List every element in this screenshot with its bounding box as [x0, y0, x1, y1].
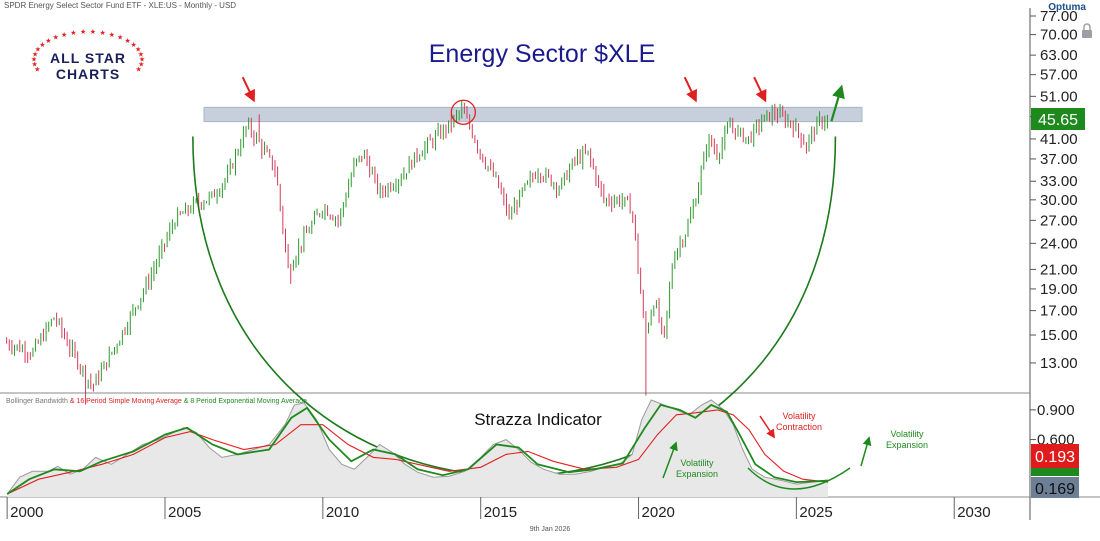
last-price-label: 45.65 — [1038, 112, 1078, 129]
footer-date: 9th Jan 2026 — [529, 526, 571, 533]
annotation-contraction: Volatility Contraction — [759, 411, 822, 439]
price-tick-label: 19.00 — [1040, 281, 1078, 298]
bandwidth-last-label: 0.193 — [1035, 449, 1075, 466]
logo-star: ★ — [31, 56, 37, 64]
price-tick-label: 13.00 — [1040, 355, 1078, 372]
indicator-tick-label: 0.900 — [1037, 402, 1075, 419]
annotation-expansion-left: Volatility Expansion — [662, 441, 718, 479]
price-tick-label: 24.00 — [1040, 235, 1078, 252]
sell-arrow — [753, 76, 767, 103]
legend-sma: & 16 Period Simple Moving Average — [68, 398, 182, 405]
time-axis: 2000 2005 2010 2015 2020 2025 2030 — [6, 497, 991, 521]
bandwidth-area — [7, 400, 829, 497]
logo-star: ★ — [53, 34, 59, 42]
resistance-arrows — [241, 76, 767, 103]
time-tick-label: 2010 — [326, 504, 359, 521]
price-tick-label: 57.00 — [1040, 67, 1078, 84]
price-tick-label: 33.00 — [1040, 173, 1078, 190]
logo-star: ★ — [39, 41, 45, 49]
time-tick-label: 2020 — [642, 504, 675, 521]
sell-arrow — [683, 76, 697, 103]
logo-star: ★ — [99, 29, 105, 37]
indicator-legend: Bollinger Bandwidth & 16 Period Simple M… — [6, 398, 307, 405]
logo-star-ring: ★★★★★★★ ★ ★ ★ ★ ★ ★ ★ ★ ★★★★★★★ — [31, 28, 145, 74]
price-tick-label: 21.00 — [1040, 261, 1078, 278]
allstarcharts-logo: ★★★★★★★ ★ ★ ★ ★ ★ ★ ★ ★ ★★★★★★★ ALL STAR CHARTS — [31, 28, 145, 82]
time-tick-label: 2000 — [10, 504, 43, 521]
price-tick-label: 63.00 — [1040, 47, 1078, 64]
logo-text-line1: ALL STAR — [50, 50, 126, 66]
logo-star: ★ — [109, 31, 115, 39]
indicator-title: Strazza Indicator — [474, 410, 602, 429]
sell-arrow — [241, 76, 255, 103]
logo-text-line2: CHARTS — [56, 66, 120, 82]
resistance-zone — [203, 106, 863, 123]
breakout-arrow — [830, 84, 845, 122]
price-candles — [6, 100, 828, 405]
top-circle — [450, 99, 476, 125]
logo-star: ★ — [130, 41, 136, 49]
bandwidth-last-badge — [1031, 444, 1079, 468]
ema-last-marker — [1031, 468, 1079, 476]
time-tick-label: 2025 — [799, 504, 832, 521]
time-tick-label: 2005 — [168, 504, 201, 521]
price-tick-label: 17.00 — [1040, 303, 1078, 320]
logo-star: ★ — [138, 51, 144, 59]
annotation-expansion-right: Volatility Expansion — [747, 429, 928, 490]
sma-last-label: 0.169 — [1035, 481, 1075, 498]
instrument-header: SPDR Energy Select Sector Fund ETF - XLE… — [4, 1, 237, 10]
price-tick-label: 41.00 — [1040, 131, 1078, 148]
logo-star: ★ — [138, 61, 144, 69]
logo-star: ★ — [32, 51, 38, 59]
lock-icon[interactable] — [1082, 23, 1092, 38]
annotation-expansion-right-line2: Expansion — [886, 440, 928, 450]
price-tick-label: 15.00 — [1040, 327, 1078, 344]
logo-star: ★ — [124, 37, 130, 45]
logo-star: ★ — [32, 61, 38, 69]
price-tick-label: 30.00 — [1040, 192, 1078, 209]
time-tick-label: 2015 — [484, 504, 517, 521]
logo-star: ★ — [80, 28, 86, 36]
time-tick-label: 2030 — [957, 504, 990, 521]
chart-title: Energy Sector $XLE — [429, 40, 656, 68]
logo-star: ★ — [136, 66, 142, 74]
sma-last-badge — [1031, 477, 1079, 498]
last-price-badge — [1031, 108, 1085, 130]
legend-bandwidth: Bollinger Bandwidth — [6, 398, 68, 405]
logo-star: ★ — [90, 28, 96, 36]
optuma-logo: Optuma — [1048, 2, 1086, 13]
logo-star: ★ — [70, 29, 76, 37]
logo-star: ★ — [117, 34, 123, 42]
logo-star: ★ — [61, 31, 67, 39]
price-tick-label: 27.00 — [1040, 212, 1078, 229]
annotation-expansion-left-line1: Volatility — [680, 458, 714, 468]
annotation-expansion-right-line1: Volatility — [890, 429, 924, 439]
annotation-contraction-line1: Volatility — [782, 411, 816, 421]
price-tick-label: 37.00 — [1040, 151, 1078, 168]
price-tick-label: 51.00 — [1040, 88, 1078, 105]
annotation-contraction-line2: Contraction — [776, 422, 822, 432]
price-tick-label: 70.00 — [1040, 27, 1078, 44]
price-axis: 77.0070.0063.0057.0051.0046.0041.0037.00… — [1030, 8, 1078, 372]
annotation-expansion-left-line2: Expansion — [676, 469, 718, 479]
logo-star: ★ — [34, 66, 40, 74]
ema-line — [6, 403, 829, 495]
logo-star: ★ — [45, 37, 51, 45]
legend-ema: & 8 Period Exponential Moving Average — [182, 398, 307, 405]
logo-star: ★ — [139, 56, 145, 64]
logo-star: ★ — [35, 46, 41, 54]
price-tick-label: 77.00 — [1040, 8, 1078, 25]
breakout-arrow-line — [830, 84, 845, 122]
logo-star: ★ — [135, 46, 141, 54]
